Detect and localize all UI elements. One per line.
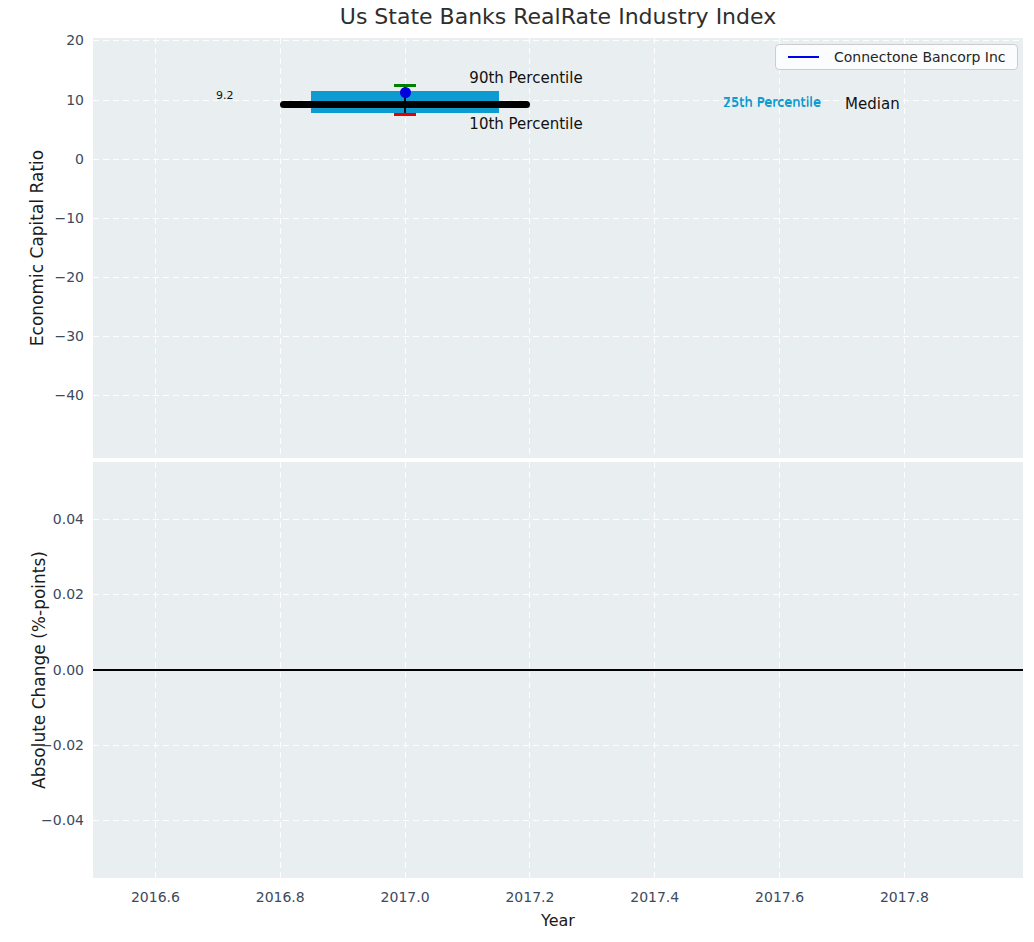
x-tick-label: 2016.8 xyxy=(240,889,320,906)
gridline-horizontal xyxy=(93,336,1023,337)
median-line xyxy=(280,101,530,108)
chart-title: Us State Banks RealRate Industry Index xyxy=(93,4,1023,29)
gridline-horizontal xyxy=(93,594,1023,595)
figure: Us State Banks RealRate Industry Index E… xyxy=(0,0,1034,942)
zero-line xyxy=(93,669,1023,671)
y-tick-label: 20 xyxy=(22,32,84,49)
y-tick-label: 10 xyxy=(22,92,84,109)
y-tick-label: −30 xyxy=(22,328,84,345)
p10-cap xyxy=(394,113,416,116)
y-tick-label: 0.00 xyxy=(22,662,84,679)
gridline-horizontal xyxy=(93,519,1023,520)
y-tick-label: −20 xyxy=(22,269,84,286)
gridline-horizontal xyxy=(93,395,1023,396)
y-tick-label: −40 xyxy=(22,387,84,404)
x-tick-label: 2017.0 xyxy=(365,889,445,906)
annotation-9.2: 9.2 xyxy=(165,89,285,102)
gridline-horizontal xyxy=(93,820,1023,821)
legend-label: Connectone Bancorp Inc xyxy=(834,49,1006,65)
y-tick-label: 0.04 xyxy=(22,511,84,528)
gridline-horizontal xyxy=(93,159,1023,160)
x-tick-label: 2017.6 xyxy=(740,889,820,906)
company-point xyxy=(400,87,411,98)
y-tick-label: 0 xyxy=(22,151,84,168)
y-tick-label: −0.02 xyxy=(22,737,84,754)
annotation-median: Median xyxy=(845,95,900,113)
gridline-horizontal xyxy=(93,277,1023,278)
gridline-horizontal xyxy=(93,40,1023,41)
x-tick-label: 2017.8 xyxy=(864,889,944,906)
top-y-axis-label: Economic Capital Ratio xyxy=(27,150,47,346)
y-tick-label: 0.02 xyxy=(22,586,84,603)
annotation-90th-percentile: 90th Percentile xyxy=(469,69,582,87)
gridline-horizontal xyxy=(93,745,1023,746)
x-tick-label: 2016.6 xyxy=(115,889,195,906)
y-tick-label: −10 xyxy=(22,210,84,227)
y-tick-label: −0.04 xyxy=(22,812,84,829)
x-tick-label: 2017.2 xyxy=(490,889,570,906)
annotation-10th-percentile: 10th Percentile xyxy=(469,115,582,133)
x-tick-label: 2017.4 xyxy=(615,889,695,906)
legend-line-icon xyxy=(788,56,819,59)
p90-cap xyxy=(394,84,416,87)
legend: Connectone Bancorp Inc xyxy=(775,44,1018,70)
annotation-25th-percentile: 25th Percentile xyxy=(723,95,821,110)
x-axis-label: Year xyxy=(93,911,1023,930)
gridline-horizontal xyxy=(93,218,1023,219)
